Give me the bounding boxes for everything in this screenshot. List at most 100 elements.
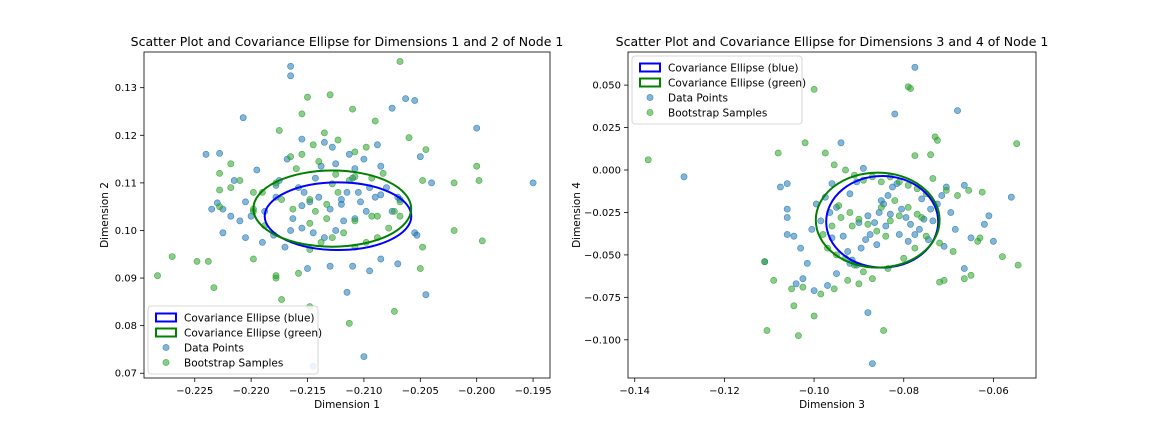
data-point [216,149,223,157]
data-point [960,181,968,189]
bootstrap-sample-point [320,129,328,137]
bootstrap-sample-point [373,212,381,220]
bootstrap-sample-point [332,170,340,178]
bootstrap-sample-point [873,227,881,235]
data-point [360,353,368,360]
data-point [895,231,903,238]
bootstrap-sample-point [882,232,890,240]
bootstrap-sample-point [419,177,426,184]
bootstrap-sample-point [907,85,914,92]
chart-right-title: Scatter Plot and Covariance Ellipse for … [616,34,1049,49]
bootstrap-sample-point [323,215,331,222]
bootstrap-sample-point [844,276,852,284]
chart-left: Scatter Plot and Covariance Ellipse for … [99,34,563,411]
data-point [902,214,910,221]
chart-left-plot-area: −0.225 −0.220 −0.215 −0.210 −0.205 −0.200 −0.1… [115,51,552,397]
y-tick-label: 0.08 [115,321,137,332]
bootstrap-sample-point [810,312,818,320]
y-tick-label: 0.10 [115,226,137,237]
data-point [345,150,353,158]
bootstrap-sample-point [936,278,943,286]
bootstrap-sample-point [842,166,849,174]
legend-entry-label: Covariance Ellipse (blue) [184,312,315,324]
bootstrap-sample-point [904,203,912,211]
covariance-ellipse-green [252,169,413,248]
bootstrap-sample-point [168,253,176,260]
bootstrap-sample-point [830,161,838,169]
legend-marker-swatch [162,359,170,366]
data-point [366,267,373,275]
bootstrap-sample-point [317,238,325,246]
data-point [287,227,294,234]
data-point [985,212,993,220]
chart-right-x-axis-label: Dimension 3 [799,399,865,411]
data-point [860,164,867,172]
chart-left-frame [143,51,551,379]
bootstrap-sample-point [154,272,161,280]
data-point [891,110,899,118]
data-point [357,198,364,206]
bootstrap-sample-point [227,184,235,191]
data-point [783,231,791,238]
data-point [869,360,876,367]
bootstrap-sample-point [323,200,331,208]
data-point [889,183,896,191]
data-point [281,243,289,251]
bootstrap-sample-point [891,197,899,204]
bootstrap-sample-point [1013,140,1021,148]
bootstrap-sample-point [801,139,809,147]
bootstrap-sample-point [278,296,285,303]
data-point [797,244,804,252]
data-point [1007,193,1015,201]
bootstrap-sample-point [362,143,370,151]
legend-entry-label: Data Points [668,92,728,104]
bootstrap-sample-point [821,149,829,157]
bootstrap-sample-point [1014,261,1022,269]
bootstrap-sample-point [306,219,314,227]
data-point [866,231,874,238]
data-point [792,280,800,288]
bootstrap-sample-point [848,222,856,230]
bootstrap-sample-point [911,244,919,252]
data-point [981,220,988,228]
bootstrap-sample-point [846,209,854,216]
x-tick-label: −0.06 [978,386,1009,397]
data-point [873,241,881,249]
bootstrap-sample-point [304,93,311,101]
bootstrap-sample-point [763,327,771,334]
y-tick-label: 0.000 [592,166,621,177]
data-point [287,72,294,80]
data-point [803,259,811,267]
chart-left-marks [154,58,537,370]
y-tick-label: −0.025 [584,208,621,219]
data-point [332,160,340,168]
bootstrap-sample-point [450,179,458,187]
x-tick-label: −0.225 [176,386,213,397]
bootstrap-sample-point [478,237,486,245]
y-tick-label: 0.09 [115,274,137,285]
legend-entry-label: Bootstrap Samples [668,107,767,119]
bootstrap-sample-point [396,58,404,65]
y-tick-label: 0.11 [115,178,137,189]
data-point [680,173,688,181]
data-point [783,214,791,221]
data-point [394,260,402,268]
data-point [377,191,385,199]
x-tick-label: −0.08 [888,386,919,397]
data-point [304,265,311,272]
y-tick-label: 0.07 [115,369,137,380]
chart-right-frame [627,51,1037,379]
legend-entry-label: Bootstrap Samples [184,357,283,369]
data-point [298,224,306,232]
bootstrap-sample-point [249,188,257,196]
data-point [790,232,798,240]
bootstrap-sample-point [788,285,795,293]
bootstrap-sample-point [795,332,802,339]
bootstrap-sample-point [405,134,413,142]
bootstrap-sample-point [292,165,300,172]
bootstrap-sample-point [309,141,317,149]
data-point [328,143,336,151]
bootstrap-sample-point [216,186,223,194]
legend-entry-label: Data Points [184,342,244,354]
